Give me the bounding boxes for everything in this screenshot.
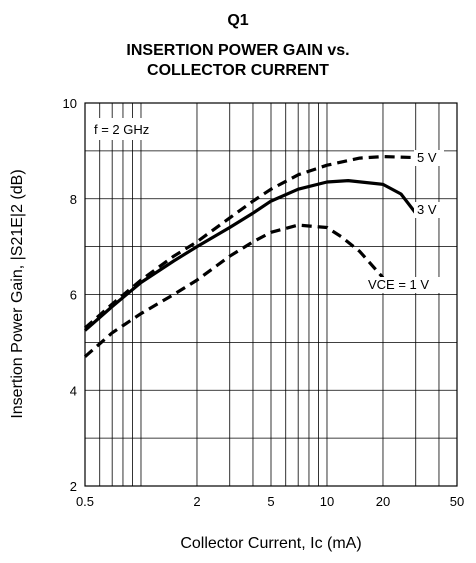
y-tick-label: 10 [63,96,77,111]
series-line [83,155,416,330]
series-label-background [414,150,444,166]
y-axis-label: Insertion Power Gain, |S21E|2 (dB) [9,169,26,418]
series-label: 5 V [417,150,437,165]
series-label-background [414,202,444,218]
y-tick-label: 2 [70,479,77,494]
x-tick-label: 10 [320,494,334,509]
grid-lines [85,103,457,486]
series-lines [83,155,417,358]
series-line [83,223,385,358]
x-tick-label: 20 [376,494,390,509]
x-tick-label: 50 [450,494,464,509]
x-axis-label: Collector Current, Ic (mA) [180,535,361,552]
plot-frame [84,102,458,487]
series-label-background [365,277,449,293]
chart-title-line1: INSERTION POWER GAIN vs. [126,42,350,59]
annotation-background [88,118,163,140]
y-tick-label: 6 [70,288,77,303]
x-tick-label: 5 [267,494,274,509]
chart-label: Q1 [227,12,249,29]
series-label: VCE = 1 V [368,277,429,292]
y-tick-label: 4 [70,383,77,398]
annotation-box: f = 2 GHz [88,118,163,140]
series-line [83,179,417,332]
x-tick-label: 2 [193,494,200,509]
annotation-text: f = 2 GHz [94,122,149,137]
y-tick-label: 8 [70,192,77,207]
chart-title-line2: COLLECTOR CURRENT [147,62,329,79]
x-tick-label: 0.5 [76,494,94,509]
series-label: 3 V [417,202,437,217]
series-labels: 5 V 3 V VCE = 1 V [365,150,449,293]
